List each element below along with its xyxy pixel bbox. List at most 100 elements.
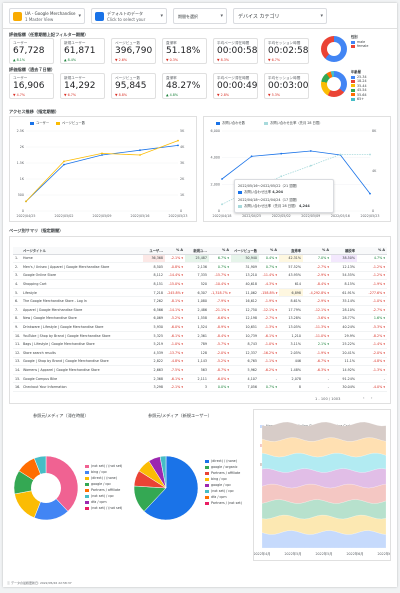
table-row[interactable]: 13. Google | Shop by Brand | Google Merch… [13,357,387,367]
legend-item: female [351,44,368,48]
account-selector[interactable]: UA - Google Merchandise 1 Master View ▾ [9,8,85,24]
legend-item[interactable]: (not set) / (not set) [85,505,122,511]
page-title-cell: Google Campus Bike [21,374,143,384]
legend-item[interactable]: (direct) / (none) [85,475,122,481]
legend-item[interactable]: Partners / affiliate [205,470,242,476]
column-header[interactable]: ユーザ... [143,247,165,255]
device-category-filter[interactable]: デバイス カテゴリ ▾ [233,8,327,24]
legend-swatch [30,121,34,125]
table-cell: 25,487 [185,254,209,264]
legend-swatch [85,488,89,492]
table-cell: -4.0% ▾ [357,382,387,392]
info-icon: ⓘ [7,581,11,585]
legend-item[interactable]: google / organic [205,464,242,470]
column-header[interactable]: % Δ [209,247,231,255]
legend-item[interactable]: dfa / cpm [85,499,122,505]
table-cell: -12.1% ▾ [303,305,331,315]
table-cell: -8.7% ▾ [209,365,231,375]
table-row[interactable]: 1. Home 36,368 -2.1% ▾ 25,487 6.7% ▾ 50,940 0.4… [13,254,387,264]
legend-item[interactable]: (not set) / cpc [85,493,122,499]
tooltip-date-1: 2022/05/16〜2022/05/22（21 週間） [238,184,300,188]
legend-item[interactable]: (direct) / (none) [205,458,242,464]
column-header[interactable]: ページタイトル [21,247,143,255]
table-cell: -2.0% ▾ [209,348,231,358]
pie-slice [45,455,79,512]
legend-swatch [351,88,355,92]
prev-page-icon[interactable]: ‹ [363,396,365,400]
legend-item[interactable]: Partners / (not set) [205,500,242,506]
table-row[interactable]: 10. YouTube | Shop by Brand | Google Merc… [13,331,387,341]
legend-item[interactable]: bing / cpc [85,469,122,475]
table-cell: 5,962 [231,365,259,375]
table-row[interactable]: 5. Lifestyle 7,218 -245.8% ▾ 6,307 -1,318.7% … [13,288,387,298]
legend-item[interactable]: google / cpc [85,481,122,487]
x-tick-label: 2022/05/16 [331,214,350,218]
table-cell: -10.4% ▾ [209,279,231,289]
table-row[interactable]: 4. Shopping Cart 8,151 -15.0% ▾ 520 -10.4% ▾ 4… [13,279,387,289]
table-row[interactable]: 15. Google Campus Bike 2,368 -6.1% ▾ 2,111 -6… [13,374,387,384]
legend-item[interactable]: bing / cpc [205,476,242,482]
table-row[interactable]: 7. Apparel | Google Merchandise Store 6,56… [13,305,387,315]
y-tick-label: 6,000 [211,129,220,133]
x-tick-label: 2022年5月 [284,551,301,556]
table-cell: -5.3% ▾ [357,322,387,332]
table-cell: 789 [185,339,209,350]
table-cell: 13.05% [279,322,303,332]
column-header[interactable]: % Δ [259,247,279,255]
legend-item[interactable]: dfa / cpm [205,494,242,500]
kpi-delta: ▼ 5.3% [268,93,280,97]
table-row[interactable]: 9. Drinkware | Lifestyle | Google Merchan… [13,322,387,332]
kpi-label: 平均セッション時間 [268,76,301,80]
table-cell: 5,219 [143,339,165,350]
table-cell: -7.9% ▾ [209,296,231,307]
table-cell: -4.3% ▾ [259,279,279,289]
table-cell: 2.1% ▾ [303,339,331,350]
account-name: UA - Google Merchandise [25,11,76,16]
data-point [101,154,103,156]
column-header[interactable]: % Δ [357,247,387,255]
kpi-delta: ▼ 6.7% [268,58,280,62]
y2-tick-label: 0 [180,209,182,213]
column-header[interactable]: 直帰率 [279,247,303,255]
column-header[interactable]: % Δ [165,247,185,255]
column-header[interactable]: 離脱率 [331,247,357,255]
table-row[interactable]: 3. Google Online Store 8,112 -14.4% ▾ 7,335-… [13,271,387,281]
table-cell: 8,151 [143,279,165,289]
page-title-cell: Womens | Apparel | Google Merchandise St… [21,365,143,375]
table-row[interactable]: 14. Womens | Apparel | Google Merchandise… [13,365,387,375]
table-row[interactable]: 8. New | Google Merchandise Store 6,069 -5.… [13,314,387,324]
kpi-label: ページビュー数 [115,76,141,80]
table-cell: 28.77% [331,314,357,324]
table-cell: 11,062 [231,288,259,298]
table-body: 1. Home 36,368 -2.1% ▾ 25,487 6.7% ▾ 50,940 0.4… [13,254,387,392]
x-tick-label: 2022/05/16 [130,214,149,218]
next-page-icon[interactable]: › [371,396,373,400]
table-cell: 30.04% [331,382,357,392]
data-point [63,163,65,166]
column-header[interactable]: ページビュー数 [231,247,259,255]
column-header[interactable]: 新規ユ... [185,247,209,255]
section-title-metrics-range: 評価指標（任意期間上記フィルター期間） [9,32,89,37]
table-cell: 7,335 [185,271,209,281]
legend-item[interactable]: Partners / affiliate [85,487,122,493]
table-cell: -1.3% ▾ [357,365,387,375]
table-row[interactable]: 2. Men's / Unisex | Apparel | Google Merc… [13,262,387,272]
legend-item[interactable]: google / cpc [205,482,242,488]
table-cell: -6.0% ▾ [165,322,185,332]
area-layer [261,530,387,549]
table-row[interactable]: 11. Bags | Lifestyle | Google Merchandise… [13,339,387,350]
legend-item[interactable]: (not set) / cpc [205,488,242,494]
table-row[interactable]: 12. Store search results 4,539 -13.7% ▾ 128-… [13,348,387,358]
table-row[interactable]: 6. The Google Merchandise Store - Log In 7… [13,296,387,307]
table-cell: -8.4% ▾ [209,331,231,341]
column-header[interactable]: % Δ [303,247,331,255]
table-cell: -1.0% ▾ [259,339,279,350]
kpi-delta: ▼ 8.3% [217,58,229,62]
date-range-selector[interactable]: デフォルトのデータ Click to select your ▾ [91,8,167,24]
table-cell: -2.7% ▾ [357,305,387,315]
table-cell: 91.24% [331,374,357,384]
table-row[interactable]: 16. Checkout Your Information 3,298 -2.1% ▾… [13,382,387,392]
legend-item[interactable]: (not set) / (not set) [85,463,122,469]
table-cell: 7,218 [143,288,165,298]
compare-selector[interactable]: 期間を選択 ▾ [173,8,227,24]
